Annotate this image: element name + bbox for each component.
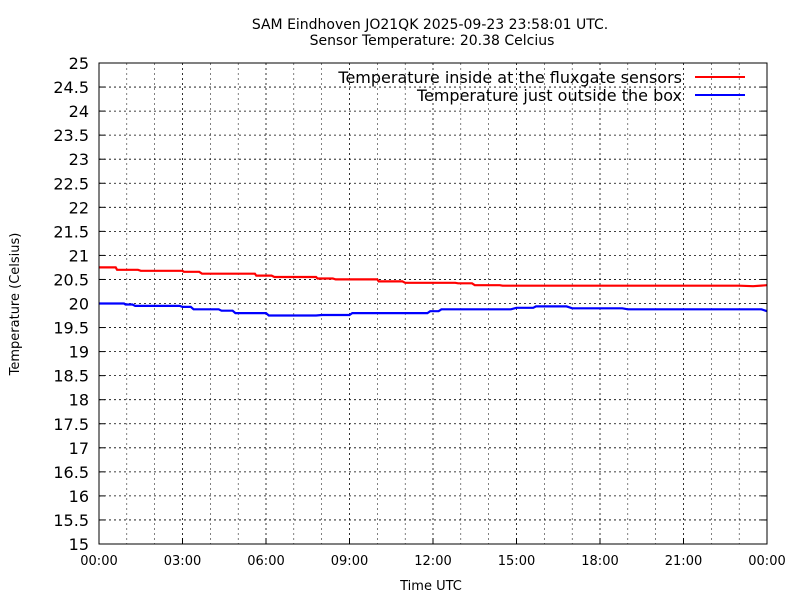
x-tick-label: 06:00 [247, 554, 284, 569]
y-tick-label: 18.5 [53, 367, 89, 386]
y-tick-label: 20.5 [53, 270, 89, 289]
chart-legend: Temperature inside at the fluxgate senso… [337, 68, 745, 105]
y-tick-label: 24 [69, 102, 89, 121]
y-tick-label: 15 [69, 535, 89, 554]
y-tick-label: 20 [69, 295, 89, 314]
y-axis-label: Temperature (Celsius) [8, 233, 23, 377]
y-tick-label: 24.5 [53, 78, 89, 97]
plot-border [98, 62, 768, 545]
x-tick-label: 09:00 [331, 554, 368, 569]
grid-lines [99, 63, 767, 544]
y-tick-label: 19.5 [53, 319, 89, 338]
y-tick-label: 17.5 [53, 415, 89, 434]
y-tick-label: 22 [69, 198, 89, 217]
y-axis-ticks: 15 15.5 16 16.5 17 17.5 18 18.5 19 19.5 20 20.5 21 21… [53, 54, 767, 554]
chart-title: SAM Eindhoven JO21QK 2025-09-23 23:58:01… [252, 17, 608, 33]
y-tick-label: 22.5 [53, 174, 89, 193]
y-tick-label: 25 [69, 54, 89, 73]
series-outside-line [99, 302, 768, 317]
y-tick-label: 21.5 [53, 222, 89, 241]
chart-subtitle: Sensor Temperature: 20.38 Celcius [310, 33, 555, 49]
x-tick-label: 18:00 [581, 554, 618, 569]
y-tick-label: 21 [69, 246, 89, 265]
legend-label-inside: Temperature inside at the fluxgate senso… [337, 68, 682, 87]
x-axis-label: Time UTC [399, 579, 462, 594]
y-tick-label: 19 [69, 343, 89, 362]
x-tick-label: 03:00 [164, 554, 201, 569]
y-tick-label: 16.5 [53, 463, 89, 482]
x-tick-label: 00:00 [748, 554, 785, 569]
x-tick-label: 21:00 [665, 554, 702, 569]
y-tick-label: 15.5 [53, 511, 89, 530]
y-tick-label: 16 [69, 487, 89, 506]
y-tick-label: 23 [69, 150, 89, 169]
y-tick-label: 17 [69, 439, 89, 458]
y-tick-label: 23.5 [53, 126, 89, 145]
x-tick-label: 00:00 [80, 554, 117, 569]
series-inside-line [99, 266, 768, 288]
series-lines [99, 266, 768, 317]
x-tick-label: 15:00 [498, 554, 535, 569]
x-tick-label: 12:00 [414, 554, 451, 569]
legend-label-outside: Temperature just outside the box [416, 86, 682, 105]
y-tick-label: 18 [69, 391, 89, 410]
